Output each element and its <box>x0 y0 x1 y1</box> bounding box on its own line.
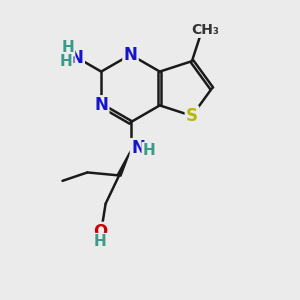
Text: N: N <box>70 49 84 67</box>
Text: N: N <box>131 139 145 157</box>
Text: CH₃: CH₃ <box>191 23 219 37</box>
Text: H: H <box>94 234 107 249</box>
Text: N: N <box>124 46 137 64</box>
Text: S: S <box>186 107 198 125</box>
Text: O: O <box>93 223 108 241</box>
Polygon shape <box>117 151 130 176</box>
Text: H: H <box>143 143 155 158</box>
Text: H: H <box>61 40 74 55</box>
Text: H: H <box>60 54 72 69</box>
Text: N: N <box>94 96 108 114</box>
